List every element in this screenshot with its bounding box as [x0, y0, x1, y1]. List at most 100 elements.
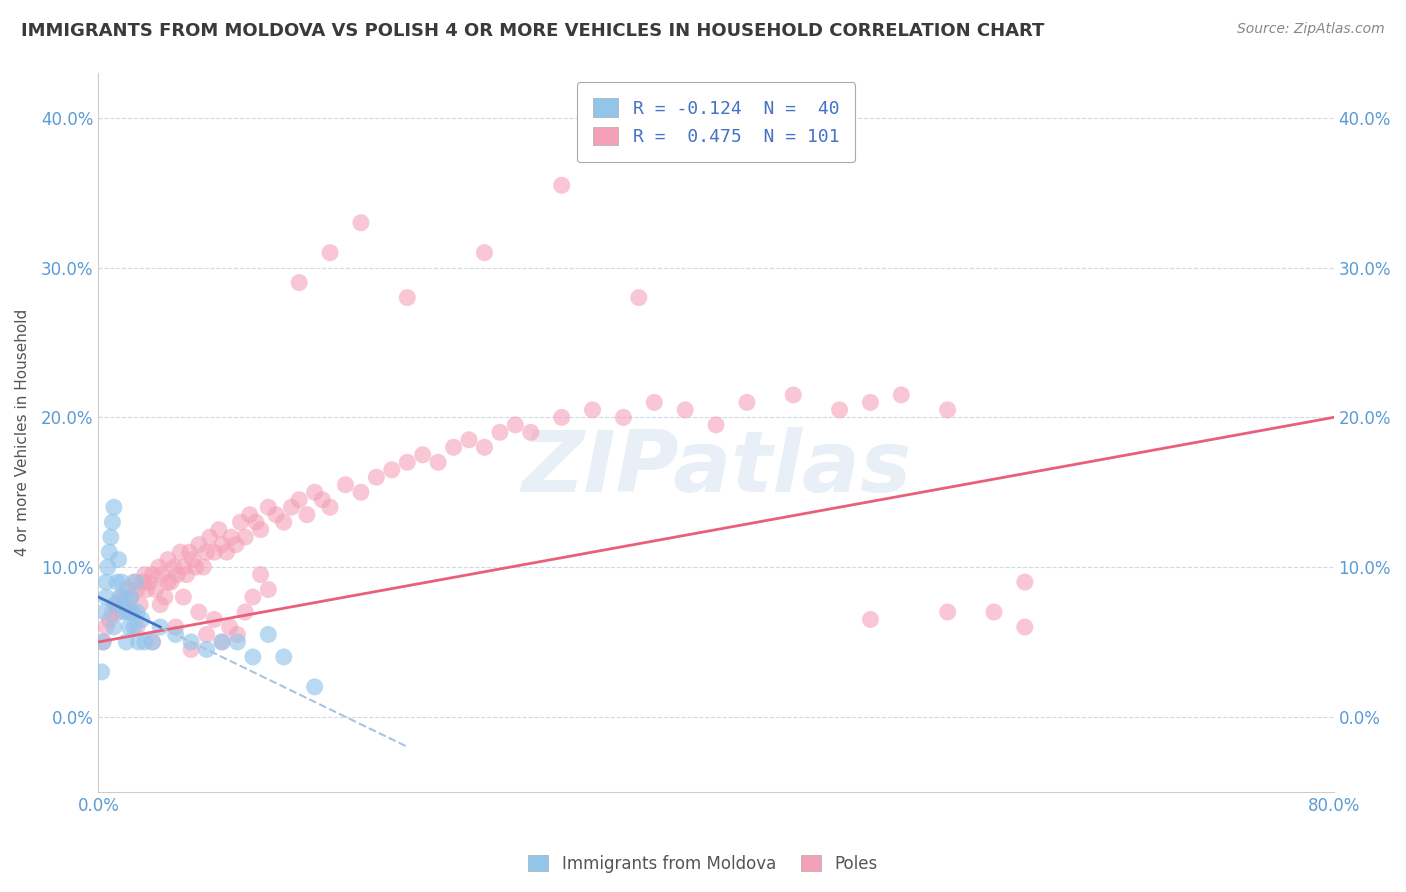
Point: [288, 492, 311, 507]
Point: [166, 567, 188, 582]
Point: [673, 403, 696, 417]
Point: [120, 590, 142, 604]
Point: [125, 605, 148, 619]
Point: [163, 560, 186, 574]
Point: [226, 635, 249, 649]
Point: [91, 635, 114, 649]
Point: [107, 552, 129, 566]
Point: [96, 590, 118, 604]
Point: [141, 635, 163, 649]
Point: [187, 538, 209, 552]
Point: [936, 403, 959, 417]
Point: [195, 627, 218, 641]
Point: [195, 545, 218, 559]
Point: [319, 500, 342, 515]
Point: [104, 598, 127, 612]
Point: [295, 508, 318, 522]
Point: [198, 530, 221, 544]
Point: [257, 627, 280, 641]
Point: [111, 590, 134, 604]
Point: [176, 567, 198, 582]
Point: [118, 605, 141, 619]
Point: [427, 455, 450, 469]
Point: [257, 582, 280, 597]
Point: [612, 410, 634, 425]
Point: [257, 500, 280, 515]
Point: [643, 395, 665, 409]
Text: Source: ZipAtlas.com: Source: ZipAtlas.com: [1237, 22, 1385, 37]
Point: [208, 523, 231, 537]
Point: [141, 635, 163, 649]
Point: [304, 485, 326, 500]
Point: [100, 530, 122, 544]
Point: [148, 560, 170, 574]
Point: [627, 291, 650, 305]
Point: [218, 620, 240, 634]
Point: [1014, 575, 1036, 590]
Point: [141, 567, 163, 582]
Point: [474, 440, 496, 454]
Point: [169, 545, 191, 559]
Point: [242, 649, 264, 664]
Point: [124, 575, 146, 590]
Point: [181, 552, 204, 566]
Point: [245, 515, 267, 529]
Legend: R = -0.124  N =  40, R =  0.475  N = 101: R = -0.124 N = 40, R = 0.475 N = 101: [576, 82, 855, 162]
Point: [242, 590, 264, 604]
Point: [489, 425, 512, 440]
Point: [172, 590, 194, 604]
Point: [202, 613, 225, 627]
Point: [211, 635, 233, 649]
Point: [115, 635, 138, 649]
Point: [165, 627, 187, 641]
Point: [458, 433, 481, 447]
Point: [180, 635, 202, 649]
Point: [150, 567, 173, 582]
Text: IMMIGRANTS FROM MOLDOVA VS POLISH 4 OR MORE VEHICLES IN HOUSEHOLD CORRELATION CH: IMMIGRANTS FROM MOLDOVA VS POLISH 4 OR M…: [21, 22, 1045, 40]
Point: [225, 538, 247, 552]
Point: [149, 598, 172, 612]
Point: [273, 649, 295, 664]
Point: [98, 545, 121, 559]
Point: [122, 575, 145, 590]
Point: [859, 395, 882, 409]
Point: [704, 417, 727, 432]
Point: [211, 635, 233, 649]
Point: [125, 620, 148, 634]
Point: [90, 665, 112, 679]
Point: [859, 613, 882, 627]
Point: [396, 291, 419, 305]
Point: [319, 245, 342, 260]
Point: [105, 575, 128, 590]
Point: [202, 545, 225, 559]
Point: [134, 635, 156, 649]
Point: [233, 605, 256, 619]
Point: [107, 605, 129, 619]
Point: [117, 582, 139, 597]
Point: [112, 605, 135, 619]
Point: [97, 560, 120, 574]
Point: [120, 590, 142, 604]
Point: [273, 515, 295, 529]
Point: [828, 403, 851, 417]
Point: [96, 620, 118, 634]
Point: [505, 417, 527, 432]
Point: [132, 575, 155, 590]
Point: [91, 635, 114, 649]
Point: [103, 500, 125, 515]
Point: [101, 605, 124, 619]
Point: [103, 620, 125, 634]
Point: [122, 620, 145, 634]
Point: [138, 575, 160, 590]
Point: [125, 582, 148, 597]
Point: [184, 560, 207, 574]
Point: [145, 582, 167, 597]
Point: [233, 530, 256, 544]
Point: [782, 388, 804, 402]
Point: [474, 245, 496, 260]
Legend: Immigrants from Moldova, Poles: Immigrants from Moldova, Poles: [522, 848, 884, 880]
Point: [264, 508, 287, 522]
Point: [381, 463, 404, 477]
Point: [96, 575, 118, 590]
Point: [93, 605, 115, 619]
